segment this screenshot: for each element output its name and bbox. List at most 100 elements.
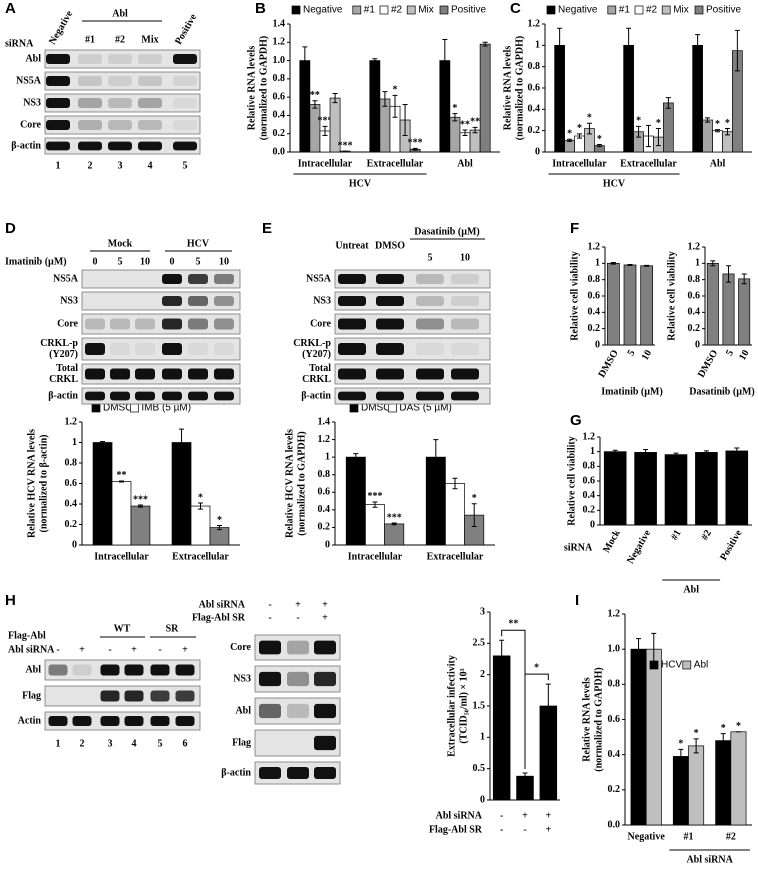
x-axis-label: Imatinib (µM) <box>601 386 663 397</box>
blot-band <box>214 296 234 306</box>
blot-strip <box>334 291 491 311</box>
blot-band <box>376 342 404 356</box>
y-tick-label: 0.2 <box>608 784 621 795</box>
group-label: HCV <box>603 178 626 189</box>
blot-band <box>108 98 132 108</box>
y-tick-label: 0.5 <box>473 763 486 774</box>
legend-swatch <box>694 5 704 15</box>
significance: *** <box>368 491 383 502</box>
blot-band <box>188 274 208 284</box>
blot-row-label: NS5A <box>16 75 42 86</box>
significance: * <box>452 103 457 114</box>
y-axis-label: Relative RNA levels <box>246 46 257 131</box>
legend-swatch <box>379 5 389 15</box>
y-tick-label: 1.2 <box>273 37 286 48</box>
blot-header: SR <box>166 623 180 634</box>
blot-strip <box>334 387 491 405</box>
panel-label: D <box>5 220 16 237</box>
blot-band <box>451 296 479 306</box>
error-bar <box>137 504 143 508</box>
blot-band <box>259 671 281 687</box>
y-axis-label: Relative cell viability <box>566 436 577 525</box>
error-bar <box>734 447 740 455</box>
blot-band <box>338 342 366 356</box>
bar <box>712 130 723 153</box>
y-axis-label: Relative cell viability <box>666 251 677 340</box>
blot-row-label: Total <box>56 363 78 374</box>
y-tick-label: 0.2 <box>318 522 331 533</box>
panel-label: C <box>510 0 521 17</box>
y-tick-label: 0.8 <box>688 274 701 285</box>
panel-label: F <box>570 220 579 237</box>
condition-mark: - <box>500 824 503 835</box>
error-bar <box>545 683 551 729</box>
y-axis-label: Relative RNA levels <box>502 46 513 131</box>
blot-row-label: β-actin <box>11 140 41 151</box>
bar <box>623 264 637 346</box>
error-bar <box>715 129 720 133</box>
y-axis-label: Relative cell viability <box>569 251 580 340</box>
blot-band <box>314 671 336 687</box>
error-bar <box>720 733 726 749</box>
error-bar <box>665 97 671 109</box>
significance: *** <box>408 138 423 149</box>
y-tick-label: 0.6 <box>273 91 286 102</box>
blot-band <box>138 54 162 64</box>
y-tick-label: 0.2 <box>273 128 286 139</box>
error-bar <box>626 27 632 63</box>
blot-row-label: Actin <box>18 715 42 726</box>
legend-label: Mix <box>673 5 689 16</box>
condition-mark: - <box>56 644 59 655</box>
bar <box>645 648 662 826</box>
legend-label: Positive <box>451 5 486 16</box>
blot-band <box>162 318 182 330</box>
x-tick-label: Intracellular <box>94 551 149 562</box>
legend-label: #2 <box>646 5 658 16</box>
legend-label: Negative <box>303 5 343 16</box>
legend-swatch <box>352 5 362 15</box>
dose-label: 0 <box>93 256 98 267</box>
error-bar <box>179 428 185 457</box>
blot-band <box>451 391 479 401</box>
y-tick-label: 0 <box>695 339 700 350</box>
bar <box>630 648 647 826</box>
y-tick-label: 0.8 <box>588 274 601 285</box>
blot-band <box>150 716 170 726</box>
blot-band <box>314 766 336 780</box>
legend-label: IMB (5 µM) <box>141 403 191 414</box>
blot-band <box>124 716 144 726</box>
blot-band <box>162 296 182 306</box>
blot-band <box>46 54 70 64</box>
condition-label: Flag-Abl SR <box>429 824 483 835</box>
y-tick-label: 0.2 <box>583 505 596 516</box>
blot-band <box>85 391 105 401</box>
significance-bracket <box>524 673 549 770</box>
bar <box>479 43 491 153</box>
significance: ** <box>470 117 480 128</box>
bar <box>706 262 719 346</box>
significance: ** <box>460 119 470 130</box>
blot-band <box>314 640 336 655</box>
blot-header: Negative <box>47 8 75 46</box>
blot-band <box>314 735 336 751</box>
x-tick-label: #2 <box>699 528 714 542</box>
legend-swatch <box>607 5 617 15</box>
group-label: Abl siRNA <box>686 854 733 865</box>
blot-band <box>48 664 68 676</box>
y-tick-label: 0.4 <box>318 504 331 515</box>
blot-band <box>135 318 155 330</box>
bar <box>445 483 465 546</box>
condition-mark: - <box>500 810 503 821</box>
blot-row-label: (Y207) <box>49 349 78 360</box>
error-bar <box>302 46 308 75</box>
blot-band <box>214 318 234 330</box>
x-tick-label: 10 <box>737 348 752 362</box>
dose-label: 0 <box>170 256 175 267</box>
bar <box>702 119 713 153</box>
blot-band <box>85 318 105 330</box>
blot-band <box>451 342 479 356</box>
y-tick-label: 0.8 <box>608 679 621 690</box>
significance: *** <box>318 116 333 127</box>
x-tick-label: 5 <box>724 348 736 358</box>
condition-mark: + <box>322 599 328 610</box>
